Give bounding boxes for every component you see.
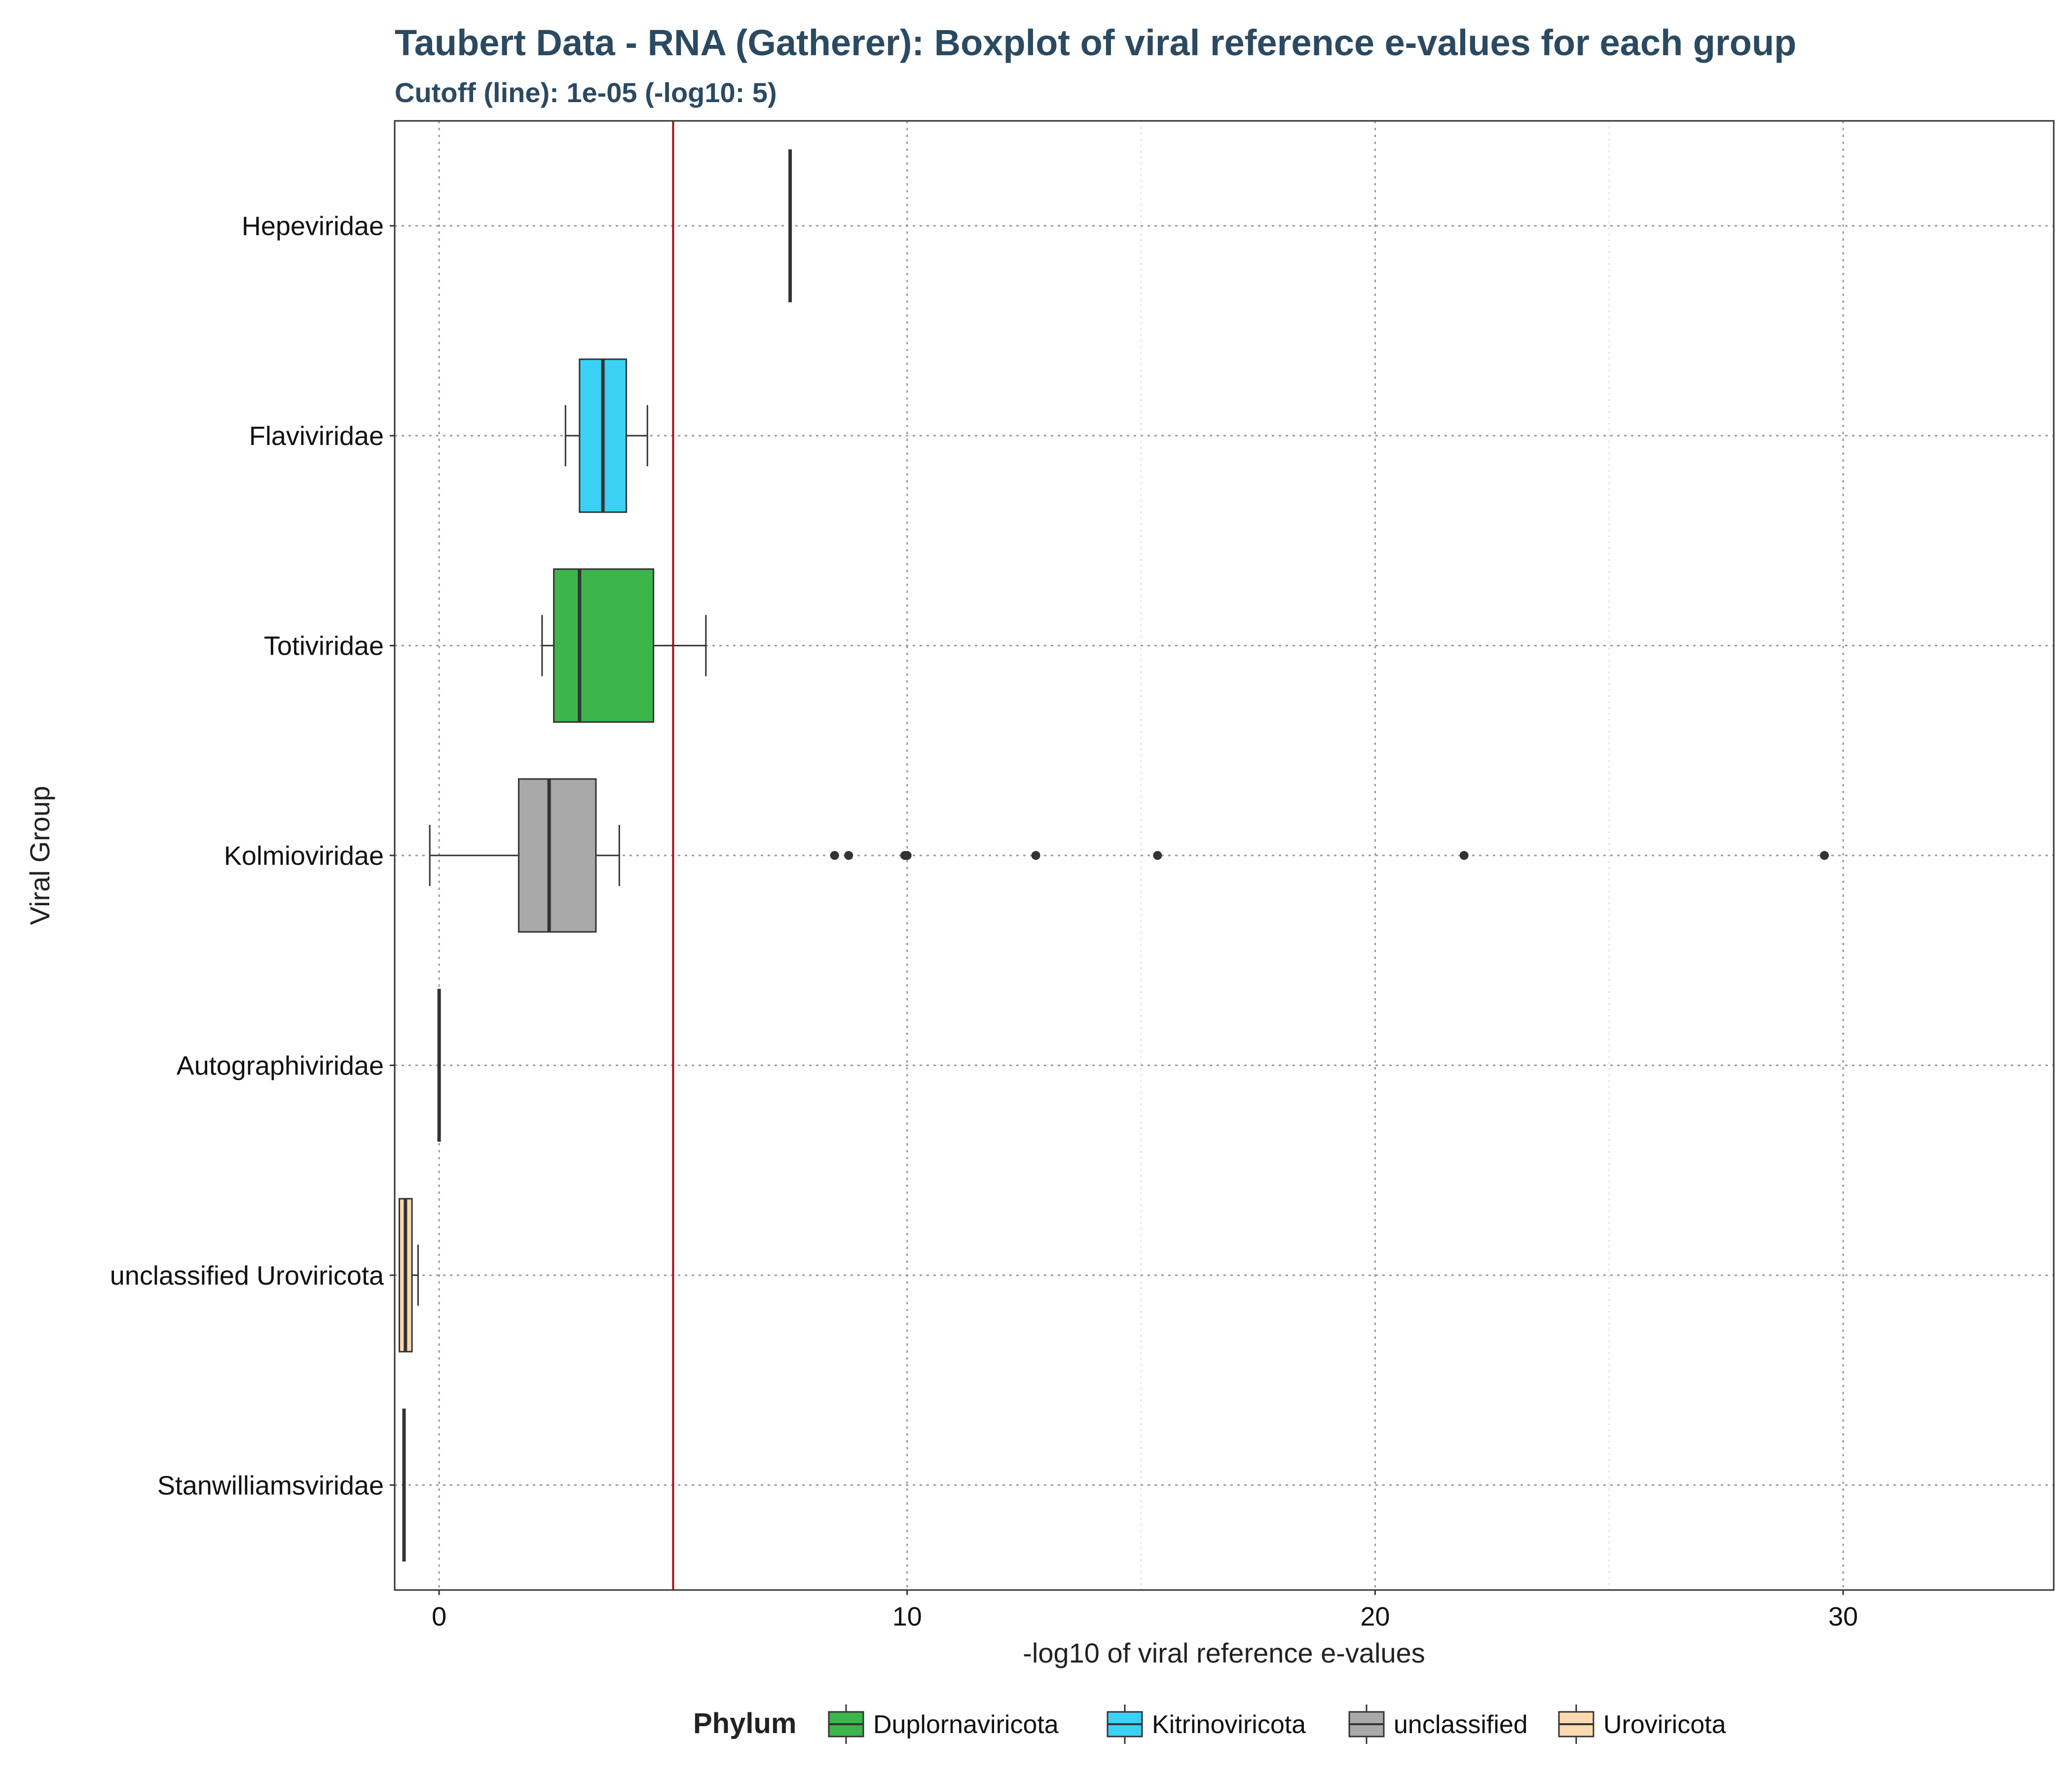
x-axis-label: -log10 of viral reference e-values [1023,1637,1425,1668]
y-tick-label: Totiviridae [264,631,384,661]
outlier-point [902,851,912,860]
x-tick-label: 0 [432,1602,446,1631]
x-tick-labels: 0 10 20 30 [432,1590,1858,1631]
outlier-point [1031,851,1040,860]
legend-item: Kitrinoviricota [1107,1704,1306,1744]
y-tick-label: Stanwilliamsviridae [157,1471,384,1500]
box-layer [398,149,1829,1562]
box-iqr [518,778,597,933]
box-flaviviridae [564,358,648,513]
x-tick-label: 30 [1828,1602,1858,1631]
x-tick-label: 10 [892,1602,922,1631]
outlier-point [1153,851,1162,860]
legend-item: unclassified [1348,1704,1528,1744]
box-iqr [553,568,655,723]
outlier-point [830,851,839,860]
box-totiviridae [541,568,707,723]
outlier-point [844,851,853,860]
y-tick-label: unclassified Uroviricota [110,1261,384,1291]
legend-item: Duplornaviricota [828,1704,1059,1744]
legend-title: Phylum [693,1707,797,1739]
box-kolmioviridae [429,778,1829,933]
chart-title: Taubert Data - RNA (Gatherer): Boxplot o… [395,22,1796,63]
y-tick-label: Kolmioviridae [224,841,384,871]
legend-label: Duplornaviricota [873,1710,1059,1739]
y-tick-label: Autographiviridae [177,1051,384,1080]
outlier-point [1820,851,1829,860]
y-tick-labels: Hepeviridae Flaviviridae Totiviridae Kolmio… [110,212,395,1500]
box-unclassified-uroviricota [398,1198,419,1353]
grid-lines [395,121,2054,1590]
legend: Phylum Duplornaviricota Kitrinoviricota un… [693,1704,1726,1744]
y-tick-label: Flaviviridae [249,421,384,451]
legend-label: Uroviricota [1603,1710,1726,1739]
y-tick-label: Hepeviridae [242,212,384,241]
outlier-point [1459,851,1469,860]
legend-label: Kitrinoviricota [1152,1710,1306,1739]
y-axis-label: Viral Group [24,786,55,925]
x-tick-label: 20 [1360,1602,1390,1631]
chart-subtitle: Cutoff (line): 1e-05 (-log10: 5) [395,77,777,108]
legend-item: Uroviricota [1558,1704,1726,1744]
legend-label: unclassified [1394,1710,1528,1739]
